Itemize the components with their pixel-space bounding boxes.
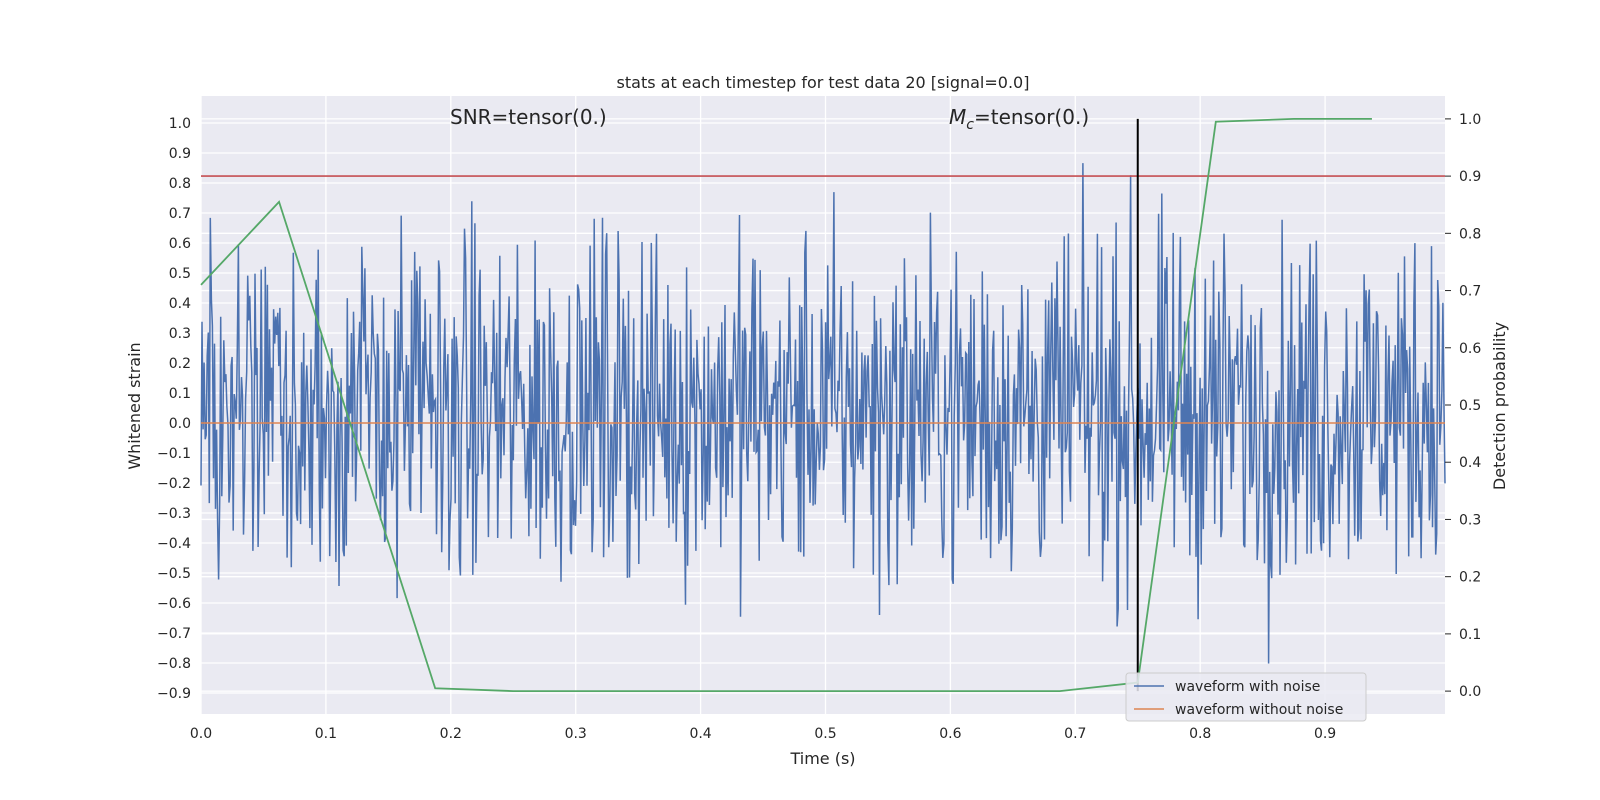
y-tick-label: 0.4: [169, 296, 191, 312]
y-tick-label: −0.3: [157, 506, 191, 522]
y-tick-label: −0.8: [157, 656, 191, 672]
x-tick-label: 0.0: [190, 726, 212, 742]
y2-tick-label: 0.4: [1459, 455, 1481, 471]
legend: waveform with noise waveform without noi…: [1125, 672, 1367, 722]
y2-tick-label: 1.0: [1459, 112, 1481, 128]
x-tick-label: 0.6: [939, 726, 961, 742]
legend-label-waveform-with-noise: waveform with noise: [1175, 679, 1320, 695]
x-tick-label: 0.1: [315, 726, 337, 742]
x-axis-label: Time (s): [789, 749, 855, 768]
chart-title: stats at each timestep for test data 20 …: [617, 73, 1030, 92]
x-tick-label: 0.9: [1314, 726, 1336, 742]
x-tick-label: 0.4: [689, 726, 711, 742]
y-tick-label: −0.1: [157, 446, 191, 462]
y2-tick-label: 0.7: [1459, 284, 1481, 300]
y2-axis-label: Detection probability: [1490, 322, 1509, 490]
y2-tick-label: 0.9: [1459, 169, 1481, 185]
y-tick-label: 0.5: [169, 266, 191, 282]
y-tick-label: 0.8: [169, 176, 191, 192]
y-tick-label: 0.6: [169, 236, 191, 252]
y-tick-label: −0.5: [157, 566, 191, 582]
y2-tick-label: 0.3: [1459, 512, 1481, 528]
x-tick-label: 0.8: [1189, 726, 1211, 742]
legend-label-waveform-without-noise: waveform without noise: [1175, 702, 1343, 718]
y2-tick-label: 0.5: [1459, 398, 1481, 414]
series-detection-probability: [200, 117, 1372, 693]
chirp-mass-value: =tensor(0.): [974, 105, 1089, 129]
reference-lines: [201, 118, 1445, 692]
chirp-mass-subscript: c: [966, 117, 974, 133]
y2-tick-label: 0.2: [1459, 570, 1481, 586]
y-tick-label: 0.0: [169, 416, 191, 432]
y-tick-label: −0.4: [157, 536, 191, 552]
x-tick-label: 0.2: [440, 726, 462, 742]
chirp-mass-annotation: Mc=tensor(0.): [949, 105, 1089, 133]
snr-annotation: SNR=tensor(0.): [450, 105, 607, 129]
y2-tick-label: 0.6: [1459, 341, 1481, 357]
y-axis-ticks: 1.0 0.9 0.8 0.7 0.6 0.5 0.4 0.3 0.2 0.1 0.0 −0.1 −0.…: [157, 116, 191, 702]
detection-probability-line: [200, 117, 1372, 693]
x-tick-label: 0.3: [565, 726, 587, 742]
legend-box: [1125, 672, 1367, 722]
y-tick-label: −0.7: [157, 626, 191, 642]
y-tick-label: −0.2: [157, 476, 191, 492]
y-tick-label: 1.0: [169, 116, 191, 132]
x-axis-ticks: 0.0 0.1 0.2 0.3 0.4 0.5 0.6 0.7 0.8 0.9: [190, 726, 1336, 742]
y-tick-label: −0.6: [157, 596, 191, 612]
y-tick-label: 0.2: [169, 356, 191, 372]
y-tick-label: 0.9: [169, 146, 191, 162]
y2-tick-label: 0.1: [1459, 627, 1481, 643]
y-tick-label: 0.1: [169, 386, 191, 402]
chirp-mass-symbol: M: [949, 105, 966, 129]
y-tick-label: 0.7: [169, 206, 191, 222]
y2-axis-ticks: 1.0 0.9 0.8 0.7 0.6 0.5 0.4 0.3 0.2 0.1 0.0: [1445, 112, 1481, 700]
x-tick-label: 0.7: [1064, 726, 1086, 742]
series-waveform-with-noise: [200, 163, 1446, 664]
x-tick-label: 0.5: [814, 726, 836, 742]
y-tick-label: 0.3: [169, 326, 191, 342]
y2-tick-label: 0.8: [1459, 226, 1481, 242]
waveform-with-noise-line: [200, 163, 1446, 664]
y-axis-label: Whitened strain: [125, 342, 144, 469]
y2-tick-label: 0.0: [1459, 684, 1481, 700]
y-tick-label: −0.9: [157, 686, 191, 702]
